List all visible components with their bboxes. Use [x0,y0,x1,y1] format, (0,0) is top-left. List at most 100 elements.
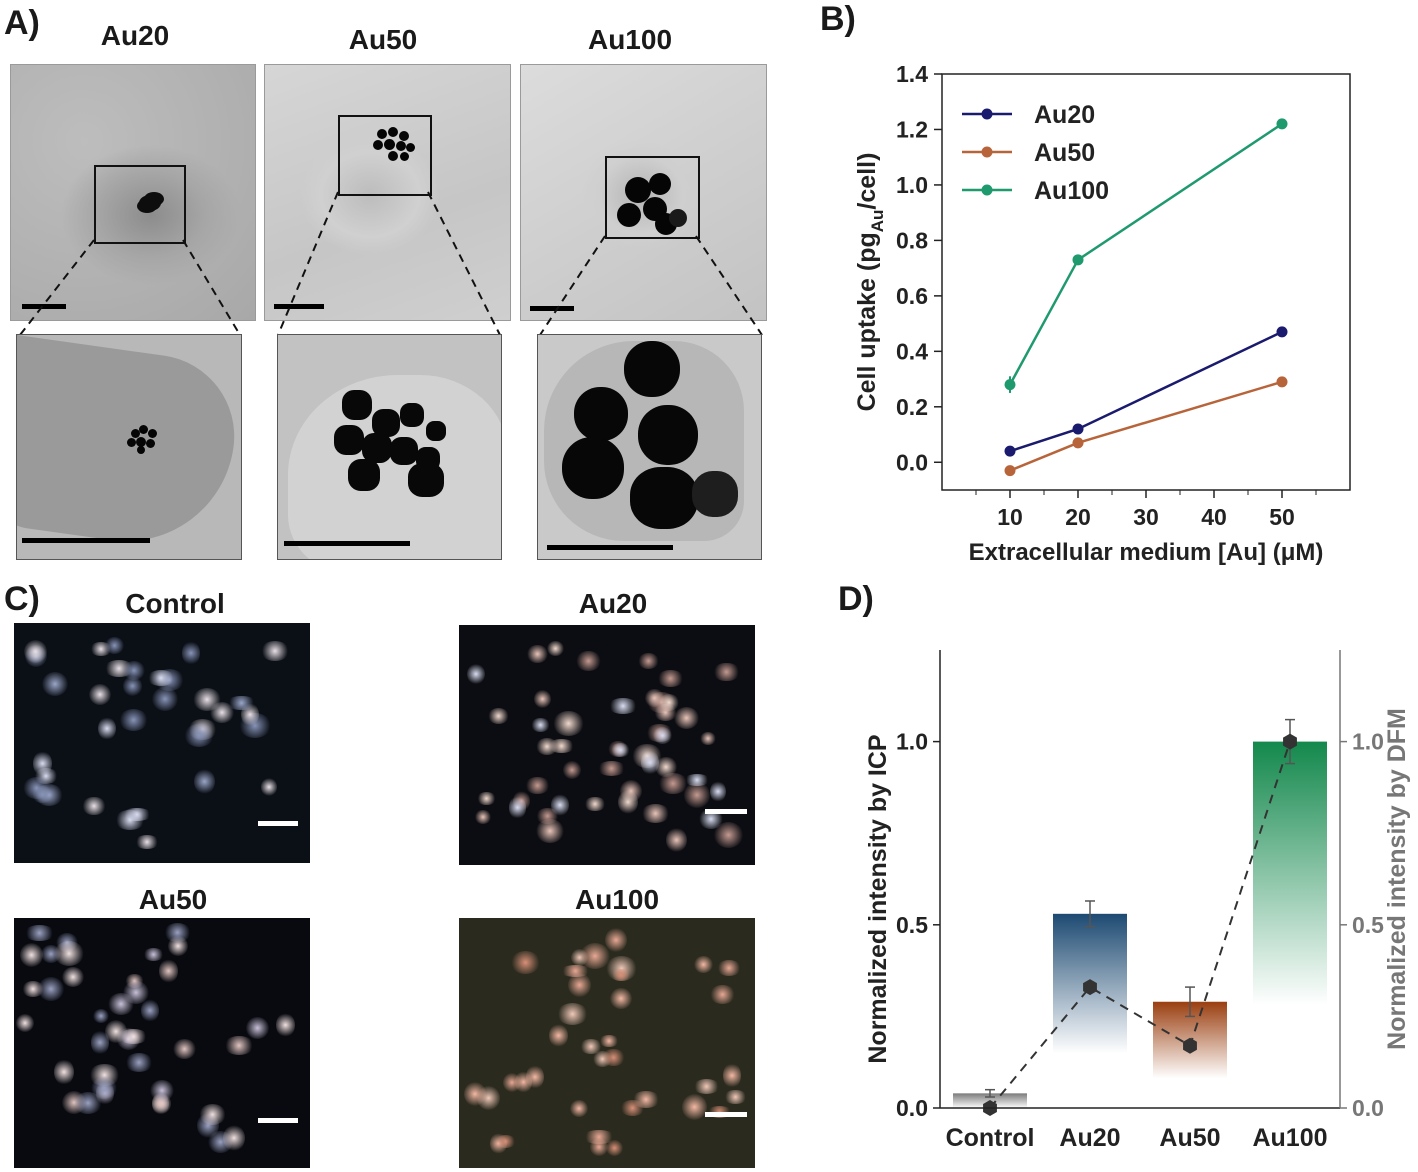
panel-c-title-au50: Au50 [138,884,208,915]
nanoparticle-cluster [328,385,458,503]
legend-marker [981,184,993,196]
cell [710,985,735,1004]
cell [23,776,51,799]
cell [173,1039,197,1060]
cell [54,1058,75,1085]
cell [97,717,116,741]
cell [531,718,551,733]
darkfield-image-au100 [459,918,755,1168]
x-tick-label: Au20 [1059,1124,1120,1152]
scale-bar [705,1112,747,1117]
x-tick-label: 10 [997,504,1023,530]
zoom-region-box [338,115,432,196]
cell [716,959,741,977]
cell [33,750,52,776]
cell [536,819,564,844]
cell [463,1081,487,1106]
cell [194,768,216,795]
y-tick-label: 1.0 [896,172,928,198]
y-tick-label: 1.0 [896,729,928,755]
panel-a-title-au100: Au100 [587,24,673,55]
cell [654,756,677,778]
nanoparticle-cluster [558,341,738,531]
y2-tick-label: 0.5 [1352,912,1384,938]
cell [22,981,44,997]
series-line-au20 [1009,330,1283,453]
cell [158,958,179,984]
cell [74,1092,102,1114]
cell [494,1135,517,1148]
tem-image-au100 [520,64,767,321]
panel-c-title-au100: Au100 [574,884,660,915]
x-tick-label: Au100 [1252,1124,1327,1152]
tem-zoom-au100 [537,334,762,560]
cell [224,1035,255,1056]
nanoparticle-cluster [617,173,689,235]
cell [227,695,256,711]
dfm-point [1083,979,1097,996]
cell [93,1009,110,1023]
cell [122,980,149,1004]
data-point [1276,376,1288,388]
cell [579,1039,603,1054]
cell [609,987,633,1010]
data-point [1072,254,1084,266]
panel-a-title-au50: Au50 [348,24,418,55]
scale-bar [22,304,66,309]
cell [182,641,200,666]
series-line-au50 [1009,380,1283,472]
x-axis-label: Extracellular medium [Au] (μM) [969,539,1324,566]
cell [143,948,165,962]
cell [135,835,159,849]
panel-letter-a: A) [4,4,40,42]
cell [684,773,711,787]
cell [584,797,606,811]
scale-bar [284,541,410,546]
cell [246,1017,269,1039]
zoom-connector-lines [19,191,763,336]
uptake-line-chart: 0.0 0.2 0.4 0.6 0.8 1.0 1.2 1.4 10 20 30 40 50 Extrac… [853,61,1351,566]
nanoparticle-cluster [373,127,417,163]
x-tick-label: 40 [1201,504,1227,530]
x-tick-label: Au50 [1159,1124,1220,1152]
x-tick-label: 30 [1133,504,1159,530]
cell [692,1078,721,1095]
y2-axis-label: Normalized intensity by DFM [1383,708,1411,1050]
cell [652,726,672,744]
data-point [1004,379,1016,391]
cell [474,810,491,824]
cell [723,1063,741,1088]
y-axis-label: Cell uptake (pgAu/cell) [853,153,887,412]
cell [53,940,85,967]
cell [163,922,192,942]
x-tick-label: 20 [1065,504,1091,530]
tem-zoom-au20 [16,334,242,560]
cell [548,1024,569,1048]
cell [710,780,727,803]
cell [527,645,548,663]
x-tick-label: 50 [1269,504,1295,530]
cell [466,663,485,685]
cell [41,671,69,697]
cell [611,743,631,757]
cell [632,1091,661,1109]
cell [502,1072,521,1092]
normalized-intensity-chart: Control Au20 Au50 Au1000.00.51.00.00.51.0No… [864,650,1411,1152]
scale-bar [258,1118,298,1123]
scale-bar [705,809,747,814]
vesicle [288,375,501,559]
cell [15,1014,35,1033]
cell [261,778,278,796]
cell [640,803,670,823]
cell [525,776,551,795]
cell [209,702,235,723]
cell [276,1013,296,1037]
cell [602,1048,625,1067]
cell [674,707,700,730]
cell [645,688,664,708]
cell [487,707,510,724]
scale-bar [547,545,673,550]
data-point [1004,445,1016,457]
cell [610,968,631,982]
cell [150,1080,174,1102]
